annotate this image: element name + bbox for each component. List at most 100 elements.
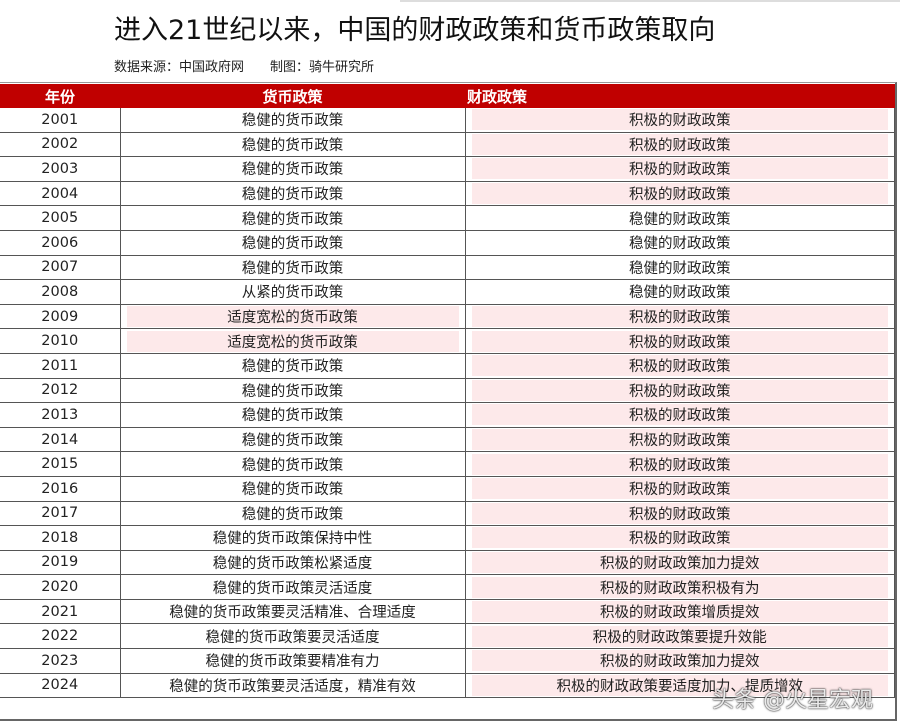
cell-text: 稳健的货币政策松紧适度 <box>212 555 373 572</box>
year-cell: 2018 <box>0 525 121 551</box>
monetary-policy-cell: 稳健的货币政策 <box>120 205 466 231</box>
fiscal-policy-cell: 积极的财政政策积极有为 <box>465 574 895 600</box>
cell-text: 稳健的货币政策要精准有力 <box>205 654 380 671</box>
cell-text: 2018 <box>41 529 79 546</box>
monetary-policy-cell: 稳健的货币政策要灵活适度，精准有效 <box>120 673 466 699</box>
cell-text: 稳健的货币政策要灵活适度，精准有效 <box>169 678 416 695</box>
monetary-policy-cell: 适度宽松的货币政策 <box>120 304 466 330</box>
table-row: 2024 稳健的货币政策要灵活适度，精准有效 积极的财政政策要适度加力、提质增效 <box>0 673 895 699</box>
table-row: 2001 稳健的货币政策 积极的财政政策 <box>0 108 895 133</box>
fiscal-policy-cell: 稳健的财政政策 <box>465 230 895 256</box>
watermark: 头条 @火星宏观 <box>712 688 873 713</box>
monetary-policy-cell: 稳健的货币政策灵活适度 <box>120 574 466 600</box>
fiscal-policy-cell: 积极的财政政策 <box>465 402 895 428</box>
fiscal-policy-cell: 积极的财政政策 <box>465 353 895 379</box>
year-cell: 2023 <box>0 648 121 674</box>
table-row: 2003 稳健的货币政策 积极的财政政策 <box>0 156 895 182</box>
fiscal-policy-cell: 积极的财政政策 <box>465 451 895 477</box>
monetary-policy-cell: 稳健的货币政策 <box>120 353 466 379</box>
cell-text: 稳健的财政政策 <box>629 260 731 277</box>
year-cell: 2002 <box>0 132 121 158</box>
fiscal-policy-cell: 积极的财政政策要提升效能 <box>465 623 895 650</box>
cell-text: 积极的财政政策 <box>471 158 888 180</box>
fiscal-policy-cell: 积极的财政政策 <box>465 108 895 133</box>
cell-text: 2002 <box>41 136 79 153</box>
cell-text: 稳健的货币政策 <box>241 433 344 450</box>
fiscal-policy-cell: 积极的财政政策 <box>465 156 895 182</box>
cell-text: 稳健的货币政策 <box>241 162 344 179</box>
table-row: 2014 稳健的货币政策 积极的财政政策 <box>0 427 895 453</box>
cell-text: 积极的财政政策 <box>471 527 888 549</box>
cell-text: 2020 <box>41 579 79 596</box>
cell-text: 稳健的货币政策 <box>241 260 344 277</box>
table-row: 2023 稳健的货币政策要精准有力 积极的财政政策加力提效 <box>0 648 895 674</box>
monetary-policy-cell: 稳健的货币政策 <box>120 451 466 477</box>
cell-text: 积极的财政政策要提升效能 <box>471 625 888 647</box>
year-cell: 2005 <box>0 205 121 231</box>
fiscal-policy-cell: 积极的财政政策 <box>465 378 895 404</box>
cell-text: 积极的财政政策 <box>471 502 888 524</box>
fiscal-policy-cell: 积极的财政政策 <box>465 132 895 158</box>
monetary-policy-cell: 稳健的货币政策 <box>120 501 466 527</box>
fiscal-policy-cell: 积极的财政政策要适度加力、提质增效 <box>465 673 895 699</box>
cell-text: 稳健的财政政策 <box>629 211 731 228</box>
year-cell: 2004 <box>0 181 121 207</box>
cell-text: 积极的财政政策 <box>471 183 888 205</box>
cell-text: 2004 <box>41 185 79 202</box>
cell-text: 稳健的货币政策 <box>241 137 344 154</box>
cell-text: 2022 <box>41 628 79 645</box>
table-row: 2012 稳健的货币政策 积极的财政政策 <box>0 378 895 404</box>
monetary-policy-cell: 稳健的货币政策 <box>120 132 466 158</box>
monetary-policy-cell: 稳健的货币政策 <box>120 476 466 502</box>
monetary-policy-cell: 稳健的货币政策 <box>120 402 466 428</box>
monetary-policy-cell: 稳健的货币政策 <box>120 156 466 182</box>
cell-text: 积极的财政政策 <box>471 330 888 352</box>
monetary-policy-cell: 稳健的货币政策 <box>120 230 466 256</box>
cell-text: 积极的财政政策 <box>471 306 888 328</box>
cell-text: 2010 <box>41 333 79 350</box>
monetary-policy-cell: 稳健的货币政策 <box>120 255 466 281</box>
fiscal-policy-cell: 积极的财政政策加力提效 <box>465 648 895 674</box>
cell-text: 积极的财政政策 <box>471 109 888 131</box>
monetary-policy-cell: 稳健的货币政策松紧适度 <box>120 550 466 576</box>
year-cell: 2003 <box>0 156 121 182</box>
cell-text: 稳健的财政政策 <box>629 236 731 253</box>
cell-text: 稳健的货币政策 <box>241 482 344 499</box>
header-monetary: 货币政策 <box>120 84 465 108</box>
cell-text: 2006 <box>41 234 79 251</box>
year-cell: 2012 <box>0 378 121 404</box>
year-cell: 2022 <box>0 623 121 650</box>
year-cell: 2017 <box>0 501 121 527</box>
table-row: 2018 稳健的货币政策保持中性 积极的财政政策 <box>0 525 895 551</box>
year-cell: 2006 <box>0 230 121 256</box>
table-row: 2011 稳健的货币政策 积极的财政政策 <box>0 353 895 379</box>
cell-text: 积极的财政政策要适度加力、提质增效 <box>471 674 888 696</box>
fiscal-policy-cell: 积极的财政政策 <box>465 181 895 207</box>
cell-text: 稳健的货币政策保持中性 <box>212 531 373 548</box>
year-cell: 2009 <box>0 304 121 330</box>
cell-text: 积极的财政政策 <box>471 453 888 475</box>
cell-text: 稳健的货币政策 <box>241 187 344 204</box>
table-row: 2022 稳健的货币政策要灵活适度 积极的财政政策要提升效能 <box>0 623 895 650</box>
table-row: 2020 稳健的货币政策灵活适度 积极的财政政策积极有为 <box>0 574 895 600</box>
year-cell: 2024 <box>0 673 121 699</box>
cell-text: 2017 <box>41 505 79 522</box>
table-row: 2021 稳健的货币政策要灵活精准、合理适度 积极的财政政策增质提效 <box>0 599 895 625</box>
cell-text: 2015 <box>41 456 79 473</box>
year-cell: 2019 <box>0 550 121 576</box>
monetary-policy-cell: 稳健的货币政策 <box>120 108 466 133</box>
cell-text: 2021 <box>41 603 79 620</box>
cell-text: 2013 <box>41 406 79 423</box>
page-title: 进入21世纪以来，中国的财政政策和货币政策取向 <box>114 15 716 46</box>
cell-text: 稳健的货币政策 <box>241 383 344 400</box>
monetary-policy-cell: 稳健的货币政策要精准有力 <box>120 648 466 674</box>
fiscal-policy-cell: 积极的财政政策 <box>465 525 895 551</box>
year-cell: 2010 <box>0 328 121 354</box>
cell-text: 稳健的货币政策要灵活适度 <box>205 629 380 646</box>
cell-text: 2011 <box>41 357 79 374</box>
cell-text: 积极的财政政策 <box>471 429 888 451</box>
cell-text: 稳健的货币政策 <box>241 457 344 474</box>
fiscal-policy-cell: 积极的财政政策 <box>465 427 895 453</box>
cell-text: 积极的财政政策 <box>471 133 888 155</box>
year-cell: 2016 <box>0 476 121 502</box>
